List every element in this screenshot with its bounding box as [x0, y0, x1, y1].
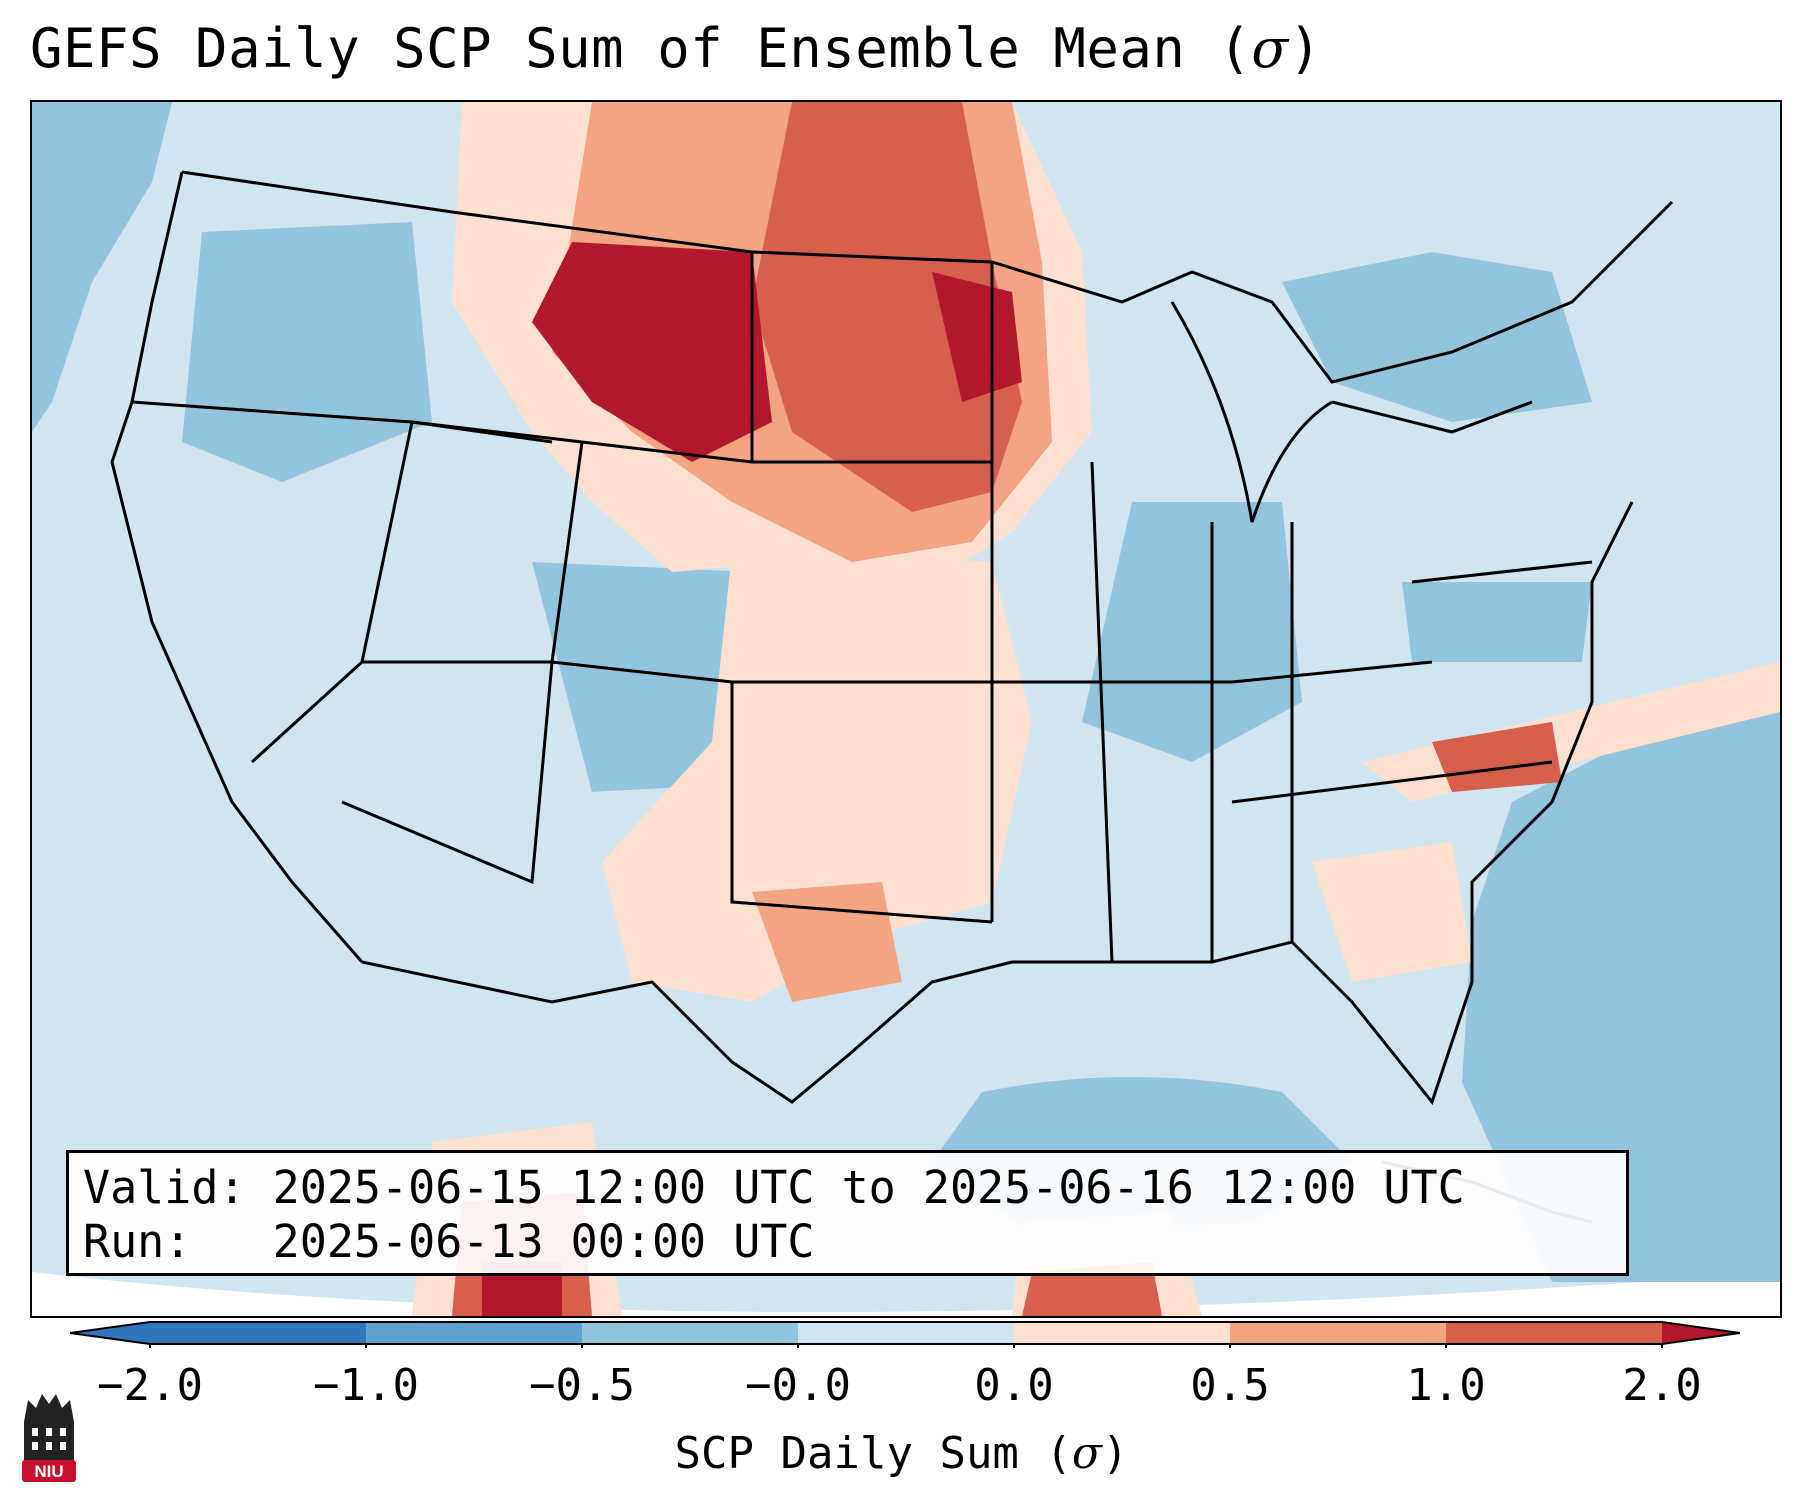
- tn-nc-border: [1231, 760, 1553, 804]
- tick-label: 0.0: [974, 1360, 1054, 1411]
- map-title: GEFS Daily SCP Sum of Ensemble Mean (σ): [30, 17, 1322, 80]
- georgia-light: [1312, 842, 1472, 982]
- colorbar-segment: [582, 1322, 798, 1344]
- colorbar-extend-high: [1662, 1322, 1740, 1344]
- minnesota-max: [932, 272, 1022, 402]
- tick-label: −1.0: [313, 1360, 419, 1411]
- lake-erie-ontario: [1331, 400, 1533, 434]
- map-panel: [30, 100, 1782, 1318]
- pacific-anomaly: [32, 102, 172, 432]
- colorbar-segment: [1014, 1322, 1230, 1344]
- tick-label: 2.0: [1622, 1360, 1702, 1411]
- great-lakes: [1170, 301, 1333, 523]
- projection-edge: [32, 1272, 1780, 1316]
- us-canada-border: [181, 170, 1674, 384]
- northwest-anomaly: [182, 222, 432, 482]
- colorado-anomaly: [532, 562, 772, 792]
- az-border: [341, 660, 554, 885]
- niu-logo-icon: NIU: [22, 1394, 76, 1482]
- midwest-anomaly: [1082, 502, 1302, 762]
- pennsylvania-anomaly: [1402, 582, 1592, 662]
- tick-label: −0.0: [745, 1360, 851, 1411]
- colorbar-tick-marks: [149, 1344, 1663, 1348]
- wy-sd-border: [411, 420, 992, 464]
- co-ks-border: [550, 441, 992, 684]
- colorbar-label: SCP Daily Sum (σ): [674, 1428, 1129, 1479]
- colorbar-extend-low: [70, 1322, 150, 1344]
- atlantic-anomaly: [1462, 662, 1780, 1282]
- colorbar-outline: [70, 1321, 1740, 1345]
- pa-border: [1411, 560, 1593, 584]
- boundaries: [110, 170, 1674, 1224]
- logo-text: NIU: [34, 1462, 63, 1481]
- colorbar-ticks: −2.0 −1.0 −0.5 −0.0 0.0 0.5 1.0 2.0: [0, 1360, 1803, 1420]
- colorbar-segment: [1230, 1322, 1446, 1344]
- tick-label: 0.5: [1190, 1360, 1270, 1411]
- colorbar-segment: [1446, 1322, 1662, 1344]
- valid-line: Valid: 2025-06-15 12:00 UTC to 2025-06-1…: [83, 1161, 1465, 1214]
- scp-map: [32, 102, 1780, 1316]
- ontario-anomaly: [1282, 252, 1592, 422]
- mo-ky-border: [992, 660, 1433, 684]
- virginia-max: [1432, 722, 1562, 792]
- validity-info-box: Valid: 2025-06-15 12:00 UTC to 2025-06-1…: [66, 1150, 1629, 1276]
- montana-max: [532, 242, 772, 462]
- colorbar-segment: [798, 1322, 1014, 1344]
- tick-label: −2.0: [97, 1360, 203, 1411]
- tick-label: 1.0: [1406, 1360, 1486, 1411]
- colorbar-segment: [366, 1322, 582, 1344]
- mississippi-line: [1090, 461, 1114, 963]
- southern-plains-light: [602, 552, 1032, 1002]
- run-line: Run: 2025-06-13 00:00 UTC: [83, 1215, 815, 1268]
- colorbar: [70, 1321, 1740, 1348]
- dakotas-high: [752, 102, 1022, 512]
- tick-label: −0.5: [529, 1360, 635, 1411]
- nm-tx-border: [730, 682, 993, 924]
- west-coast: [110, 171, 364, 963]
- colorbar-segment: [150, 1322, 366, 1344]
